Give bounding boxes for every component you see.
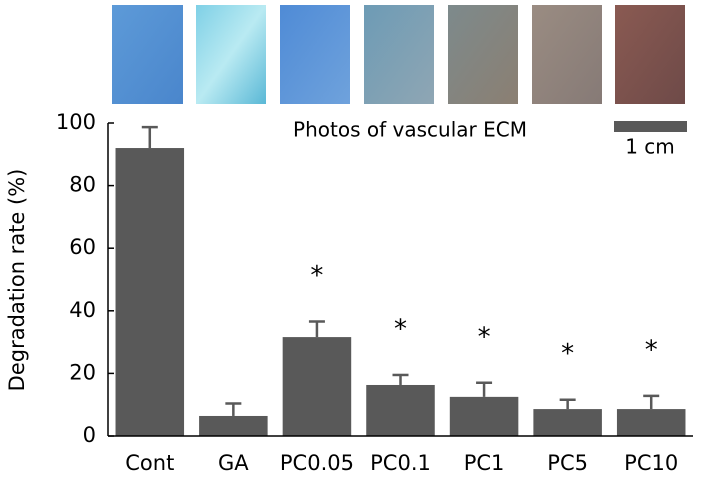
bar [366, 384, 435, 436]
x-tick-label: PC0.1 [370, 451, 431, 475]
bar [282, 337, 352, 436]
annotation: Photos of vascular ECM [293, 118, 527, 142]
x-tick-label: GA [218, 451, 249, 475]
y-tick-label: 0 [83, 423, 96, 447]
photo [448, 5, 518, 104]
photo [280, 5, 350, 104]
significance-marker: * [478, 322, 491, 352]
y-tick-label: 80 [69, 173, 96, 197]
bar [533, 409, 602, 436]
scale-bar [614, 121, 687, 132]
significance-marker: * [561, 339, 574, 369]
ecm-photos [112, 5, 685, 104]
annotation: 1 cm [625, 135, 675, 159]
bar [616, 409, 686, 436]
bar [199, 415, 268, 436]
photo [615, 5, 685, 104]
photo [532, 5, 602, 104]
x-tick-label: PC10 [624, 451, 678, 475]
y-tick-label: 20 [69, 360, 96, 384]
y-axis-label: Degradation rate (%) [5, 169, 29, 392]
x-tick-label: PC5 [547, 451, 588, 475]
photo [112, 5, 183, 104]
x-tick-label: PC0.05 [280, 451, 354, 475]
significance-marker: * [394, 314, 407, 344]
x-tick-label: PC1 [464, 451, 505, 475]
significance-marker: * [645, 335, 658, 365]
y-tick-label: 40 [69, 298, 96, 322]
y-tick-label: 100 [56, 110, 96, 134]
photo [364, 5, 434, 104]
y-tick-label: 60 [69, 235, 96, 259]
bar [449, 396, 519, 436]
bar [115, 148, 185, 437]
x-tick-label: Cont [125, 451, 174, 475]
significance-marker: * [310, 261, 323, 291]
photo [196, 5, 266, 104]
